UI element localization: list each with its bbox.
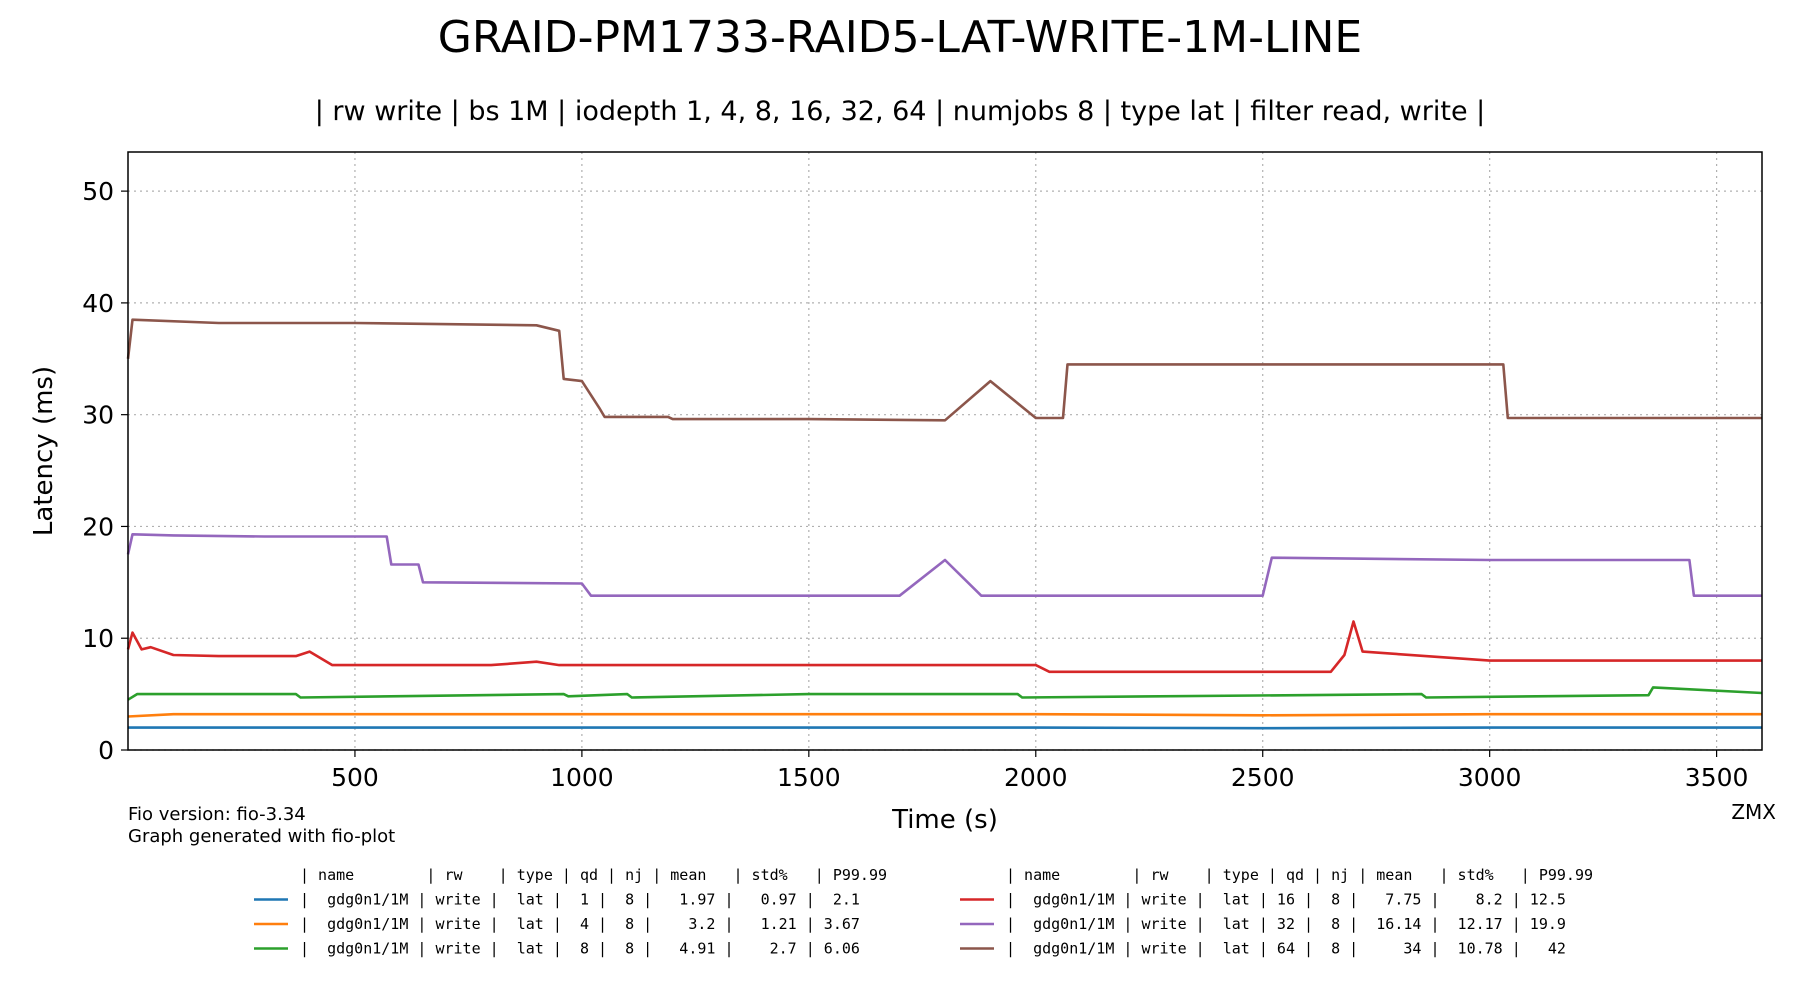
x-tick-label: 1500 <box>777 763 841 792</box>
series-line <box>127 712 1762 718</box>
legend-header: | name | rw | type | qd | nj | mean | st… <box>300 866 887 884</box>
series-line <box>126 620 1762 674</box>
fio-version-note: Fio version: fio-3.34 <box>128 804 306 825</box>
legend-entry: | gdg0n1/1M | write | lat | 16 | 8 | 7.7… <box>1006 891 1566 909</box>
x-tick-label: 500 <box>331 763 379 792</box>
legend-entry: | gdg0n1/1M | write | lat | 4 | 8 | 3.2 … <box>300 915 860 933</box>
y-tick-label: 10 <box>82 624 114 653</box>
x-tick-label: 1000 <box>550 763 614 792</box>
legend-entry: | gdg0n1/1M | write | lat | 64 | 8 | 34 … <box>1006 940 1566 958</box>
chart-title: GRAID-PM1733-RAID5-LAT-WRITE-1M-LINE <box>437 12 1363 63</box>
y-tick-label: 0 <box>98 736 114 765</box>
legend-entry: | gdg0n1/1M | write | lat | 1 | 8 | 1.97… <box>300 891 860 909</box>
x-tick-label: 3500 <box>1685 763 1749 792</box>
y-tick-label: 30 <box>82 401 114 430</box>
legend-entry: | gdg0n1/1M | write | lat | 32 | 8 | 16.… <box>1006 915 1566 933</box>
y-tick-label: 20 <box>82 512 114 541</box>
plot-frame <box>127 151 1763 751</box>
y-axis-label: Latency (ms) <box>29 366 59 536</box>
series-line <box>126 532 1762 598</box>
series-line <box>126 318 1762 422</box>
series-line <box>127 686 1763 701</box>
axes: 500 1000 1500 2000 2500 3000 3500 0 10 20 30 40 50 <box>82 177 1748 792</box>
series-lines <box>126 318 1763 730</box>
y-tick-label: 40 <box>82 289 114 318</box>
chart-subtitle: | rw write | bs 1M | iodepth 1, 4, 8, 16… <box>314 96 1486 127</box>
y-tick-label: 50 <box>82 177 114 206</box>
credit-label: ZMX <box>1731 800 1776 824</box>
legend: | name | rw | type | qd | nj | mean | st… <box>254 866 1593 958</box>
x-tick-label: 3000 <box>1458 763 1522 792</box>
series-line <box>128 726 1762 730</box>
generator-note: Graph generated with fio-plot <box>128 826 396 847</box>
x-axis-label: Time (s) <box>891 805 998 835</box>
x-tick-label: 2500 <box>1231 763 1295 792</box>
x-tick-label: 2000 <box>1004 763 1068 792</box>
legend-entry: | gdg0n1/1M | write | lat | 8 | 8 | 4.91… <box>300 940 860 958</box>
legend-header: | name | rw | type | qd | nj | mean | st… <box>1006 866 1593 884</box>
